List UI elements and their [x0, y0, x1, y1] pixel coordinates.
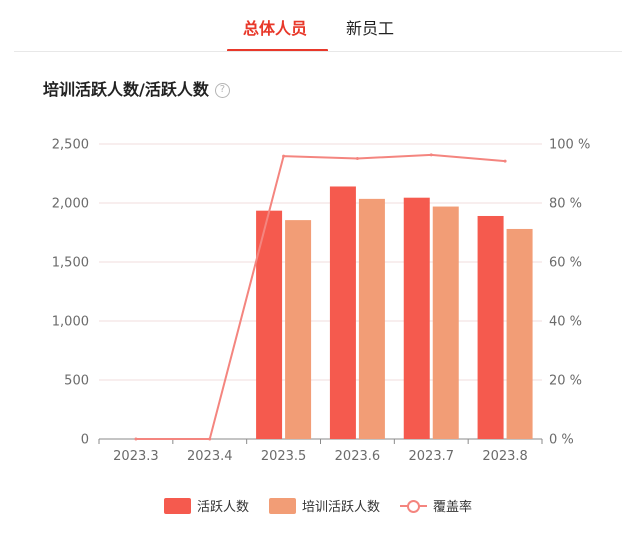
bar-active — [477, 215, 504, 439]
x-tick-label: 2023.5 — [261, 449, 307, 464]
combo-chart: 0 500 1,000 1,500 2,000 2,500 0 % 20 % 40 % 60 % 8… — [52, 138, 591, 465]
coverage-point — [208, 437, 212, 441]
legend-item-coverage[interactable]: 覆盖率 — [400, 496, 472, 515]
chart-section-title: 培训活跃人数/活跃人数 ? — [43, 79, 230, 101]
bar-trained — [506, 228, 533, 439]
x-tick-label: 2023.8 — [482, 449, 528, 464]
legend-swatch-active — [164, 497, 191, 514]
y-right-tick-label: 100 % — [549, 138, 590, 153]
coverage-line — [135, 153, 506, 440]
x-tick-label: 2023.4 — [187, 449, 233, 464]
legend-label-active: 活跃人数 — [197, 500, 250, 515]
question-circle-icon[interactable]: ? — [214, 82, 230, 98]
bar-trained — [358, 198, 385, 439]
legend-label-coverage: 覆盖率 — [433, 500, 473, 515]
coverage-point — [134, 437, 138, 441]
legend-item-active[interactable]: 活跃人数 — [164, 496, 249, 515]
legend-item-trained[interactable]: 培训活跃人数 — [269, 496, 380, 515]
bar-trained — [285, 220, 312, 439]
chart-legend: 活跃人数 培训活跃人数 覆盖率 — [0, 496, 636, 518]
bar-active — [403, 197, 430, 439]
y-left-tick-label: 2,000 — [52, 197, 89, 212]
x-tick-label: 2023.6 — [335, 449, 381, 464]
legend-line-coverage — [400, 498, 427, 514]
y-left-tick-label: 1,500 — [52, 256, 89, 271]
active-tab-indicator — [227, 49, 328, 52]
tab-divider — [14, 51, 622, 52]
y-right-tick-label: 20 % — [549, 374, 582, 389]
y-right-tick-label: 40 % — [549, 315, 582, 330]
y-left-tick-label: 0 — [81, 433, 89, 448]
chart-title: 培训活跃人数/活跃人数 — [43, 80, 209, 99]
tab-overall-staff[interactable]: 总体人员 — [243, 19, 308, 38]
tab-new-employees[interactable]: 新员工 — [346, 19, 395, 38]
bar-trained — [432, 206, 459, 439]
coverage-point — [429, 153, 433, 157]
y-left-tick-label: 500 — [64, 374, 89, 389]
legend-label-trained: 培训活跃人数 — [302, 500, 381, 515]
x-tick-label: 2023.7 — [409, 449, 455, 464]
legend-swatch-trained — [269, 497, 296, 514]
y-left-tick-label: 2,500 — [52, 138, 89, 153]
y-right-tick-label: 80 % — [549, 197, 582, 212]
y-right-tick-label: 60 % — [549, 256, 582, 271]
x-tick-label: 2023.3 — [113, 449, 159, 464]
bar-active — [329, 186, 356, 439]
y-right-tick-label: 0 % — [549, 433, 574, 448]
coverage-point — [503, 159, 507, 163]
y-left-tick-label: 1,000 — [52, 315, 89, 330]
coverage-point — [355, 156, 359, 160]
tab-bar: 总体人员 新员工 — [0, 0, 636, 56]
coverage-point — [282, 154, 286, 158]
